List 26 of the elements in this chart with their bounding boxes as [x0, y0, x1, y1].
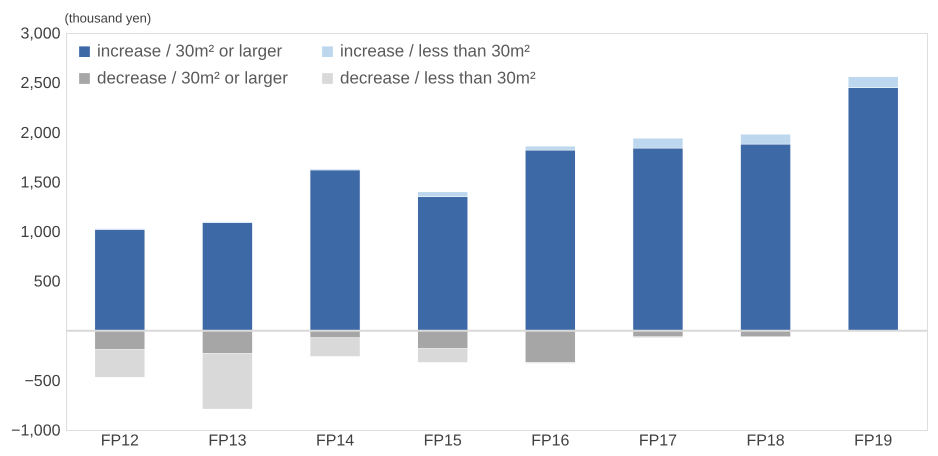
- bar: [525, 330, 576, 363]
- x-tick-label: FP15: [424, 432, 462, 450]
- y-tick-label: −1,000: [11, 422, 61, 440]
- legend-label: decrease / less than 30m²: [340, 68, 536, 88]
- x-tick-label: FP13: [208, 432, 247, 450]
- bar: [94, 229, 146, 331]
- x-tick-label: FP19: [854, 432, 892, 450]
- legend-label: decrease / 30m² or larger: [97, 68, 288, 88]
- bar: [202, 222, 253, 331]
- x-tick-label: FP18: [746, 432, 785, 450]
- bar: [525, 150, 576, 331]
- y-axis-title: (thousand yen): [64, 10, 152, 26]
- x-tick-label: FP14: [316, 432, 354, 450]
- x-tick-label: FP16: [531, 432, 570, 450]
- y-tick-label: 1,500: [20, 174, 61, 192]
- y-tick-label: 1,000: [20, 224, 61, 241]
- y-tick-label: 2,500: [20, 75, 61, 92]
- x-tick-label: FP12: [100, 432, 140, 450]
- y-tick-label: 2,000: [20, 124, 61, 142]
- y-tick-label: 3,000: [20, 26, 61, 42]
- y-tick-label: 500: [34, 274, 61, 291]
- x-tick-label: FP17: [638, 432, 678, 450]
- legend-label: increase / less than 30m²: [340, 42, 530, 61]
- bar: [310, 170, 360, 331]
- y-tick-label: −500: [24, 372, 61, 390]
- legend-label: increase / 30m² or larger: [97, 42, 283, 61]
